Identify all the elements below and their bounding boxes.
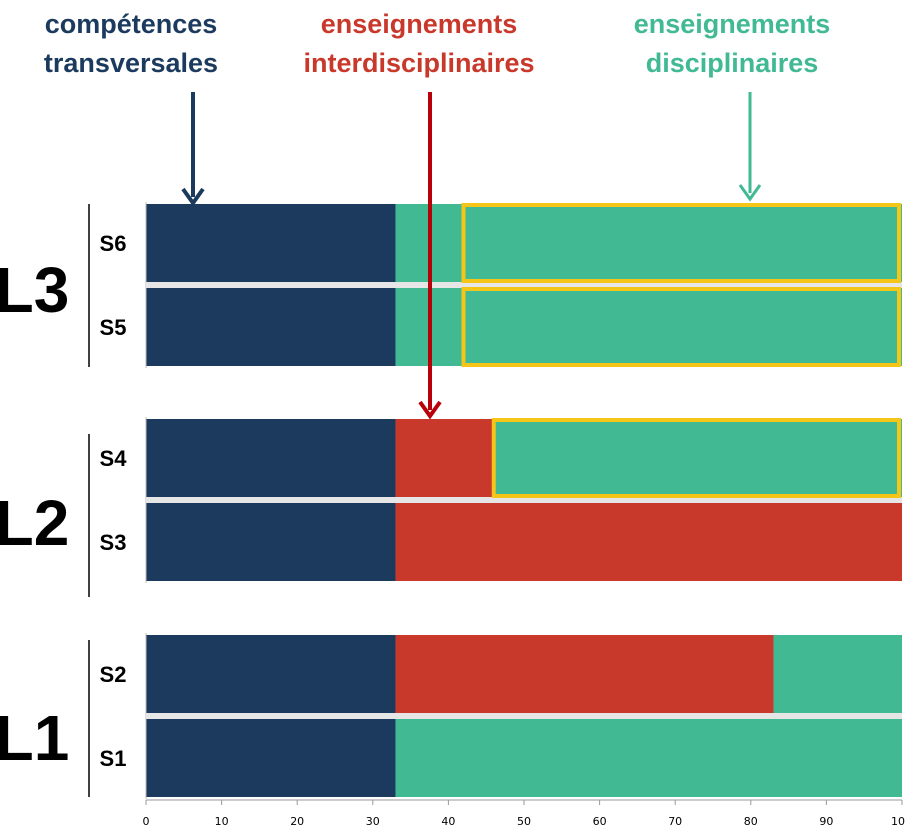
legend-disciplinary-line1: enseignements	[634, 9, 831, 39]
x-tick-label: 50	[517, 815, 531, 828]
bars-layer	[145, 202, 902, 799]
bar-segment-s2-0	[146, 635, 396, 713]
legend: compétences transversales enseignements …	[44, 9, 830, 78]
x-tick-label: 80	[744, 815, 758, 828]
bar-segment-s6-0	[146, 204, 396, 282]
highlight-box-s5	[461, 287, 901, 367]
bar-gap	[146, 713, 902, 719]
legend-arrows	[181, 92, 762, 420]
bar-segment-s5-0	[146, 288, 396, 366]
x-axis: 0 10 20 30 40 50 60 70 80 90 10	[143, 799, 905, 828]
legend-transversal-line1: compétences	[45, 9, 218, 39]
arrow-interdisciplinary	[418, 92, 442, 420]
x-tick-label: 10	[891, 815, 905, 828]
legend-disciplinary-line2: disciplinaires	[646, 48, 819, 78]
legend-transversal-line2: transversales	[44, 48, 218, 78]
x-tick-label: 0	[143, 815, 150, 828]
bar-gap	[146, 497, 902, 503]
highlight-box-s4	[491, 418, 901, 498]
bar-segment-s6-1	[395, 204, 902, 282]
x-tick-label: 70	[668, 815, 682, 828]
bar-segment-s5-1	[395, 288, 902, 366]
semester-label-s4: S4	[100, 446, 128, 471]
semester-label-s2: S2	[100, 662, 127, 687]
bar-segment-s4-2	[493, 419, 902, 497]
labels-layer: L3 S6 S5 L2 S4 S3 L1 S2 S1	[0, 204, 127, 797]
bar-segment-s4-0	[146, 419, 396, 497]
year-label-l1: L1	[0, 702, 69, 774]
arrow-disciplinary	[738, 92, 762, 202]
bar-gap	[146, 282, 902, 288]
semester-label-s1: S1	[100, 746, 127, 771]
x-tick-label: 90	[819, 815, 833, 828]
x-tick-label: 40	[441, 815, 455, 828]
bar-segment-s2-2	[773, 635, 902, 713]
legend-interdisciplinary-line2: interdisciplinaires	[303, 48, 534, 78]
x-tick-label: 60	[593, 815, 607, 828]
semester-label-s5: S5	[100, 315, 127, 340]
legend-interdisciplinary-line1: enseignements	[321, 9, 518, 39]
semester-label-s3: S3	[100, 530, 127, 555]
arrow-transversal	[181, 92, 205, 207]
bar-segment-s1-1	[395, 719, 902, 797]
year-label-l2: L2	[0, 487, 69, 559]
bar-segment-s2-1	[395, 635, 774, 713]
bar-segment-s1-0	[146, 719, 396, 797]
x-tick-label: 30	[366, 815, 380, 828]
highlight-box-s6	[461, 203, 901, 283]
bar-segment-s3-1	[395, 503, 902, 581]
year-label-l3: L3	[0, 254, 69, 326]
x-tick-label: 20	[290, 815, 304, 828]
x-tick-label: 10	[215, 815, 229, 828]
semester-label-s6: S6	[100, 231, 127, 256]
bar-segment-s3-0	[146, 503, 396, 581]
bar-segment-s4-1	[395, 419, 494, 497]
